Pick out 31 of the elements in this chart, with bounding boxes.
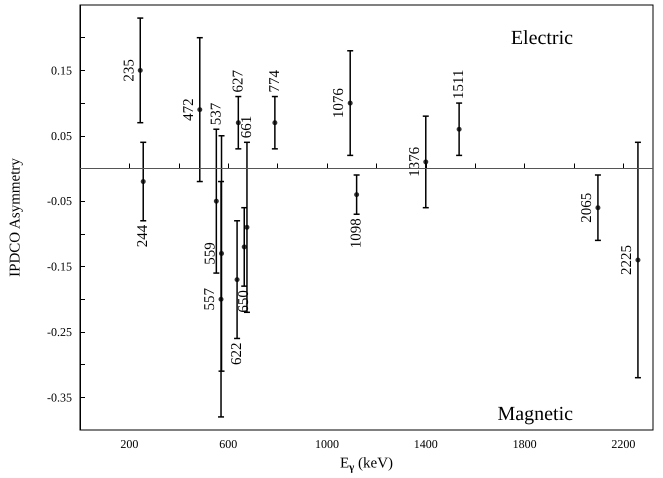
annotation: 557 xyxy=(202,287,218,310)
annotation: Electric xyxy=(510,27,574,49)
y-tick-label: 0.15 xyxy=(51,63,72,78)
y-tick-label: -0.05 xyxy=(47,194,72,208)
x-tick-label: 1400 xyxy=(414,437,438,451)
annotation: 1076 xyxy=(331,88,348,118)
annotation: 235 xyxy=(121,59,138,82)
annotation: 622 xyxy=(229,342,246,365)
annotation: 1098 xyxy=(348,218,365,248)
annotation: 1511 xyxy=(451,70,468,100)
x-tick-label: 600 xyxy=(219,437,238,451)
annotation: 537 xyxy=(208,102,224,126)
y-tick-label: -0.35 xyxy=(47,390,72,404)
annotation: 2225 xyxy=(618,245,635,275)
annotation: 774 xyxy=(266,70,283,93)
annotation: 244 xyxy=(135,224,152,248)
annotation: 2065 xyxy=(578,192,595,223)
annotation: 627 xyxy=(230,70,246,93)
y-axis-title: IPDCO Asymmetry xyxy=(8,158,24,277)
annotation: Magnetic xyxy=(497,403,574,425)
x-tick-label: 2200 xyxy=(611,437,636,451)
annotation: 472 xyxy=(180,98,197,121)
annotation: 661 xyxy=(238,116,255,138)
y-tick-label: -0.25 xyxy=(47,324,72,339)
x-tick-label: 200 xyxy=(120,437,138,451)
x-tick-label: 1800 xyxy=(512,437,537,451)
annotation: 1376 xyxy=(406,146,423,177)
annotation: 559 xyxy=(202,242,219,265)
y-tick-label: -0.15 xyxy=(47,260,72,274)
y-tick-label: 0.05 xyxy=(51,128,72,143)
x-tick-label: 1000 xyxy=(314,437,339,451)
